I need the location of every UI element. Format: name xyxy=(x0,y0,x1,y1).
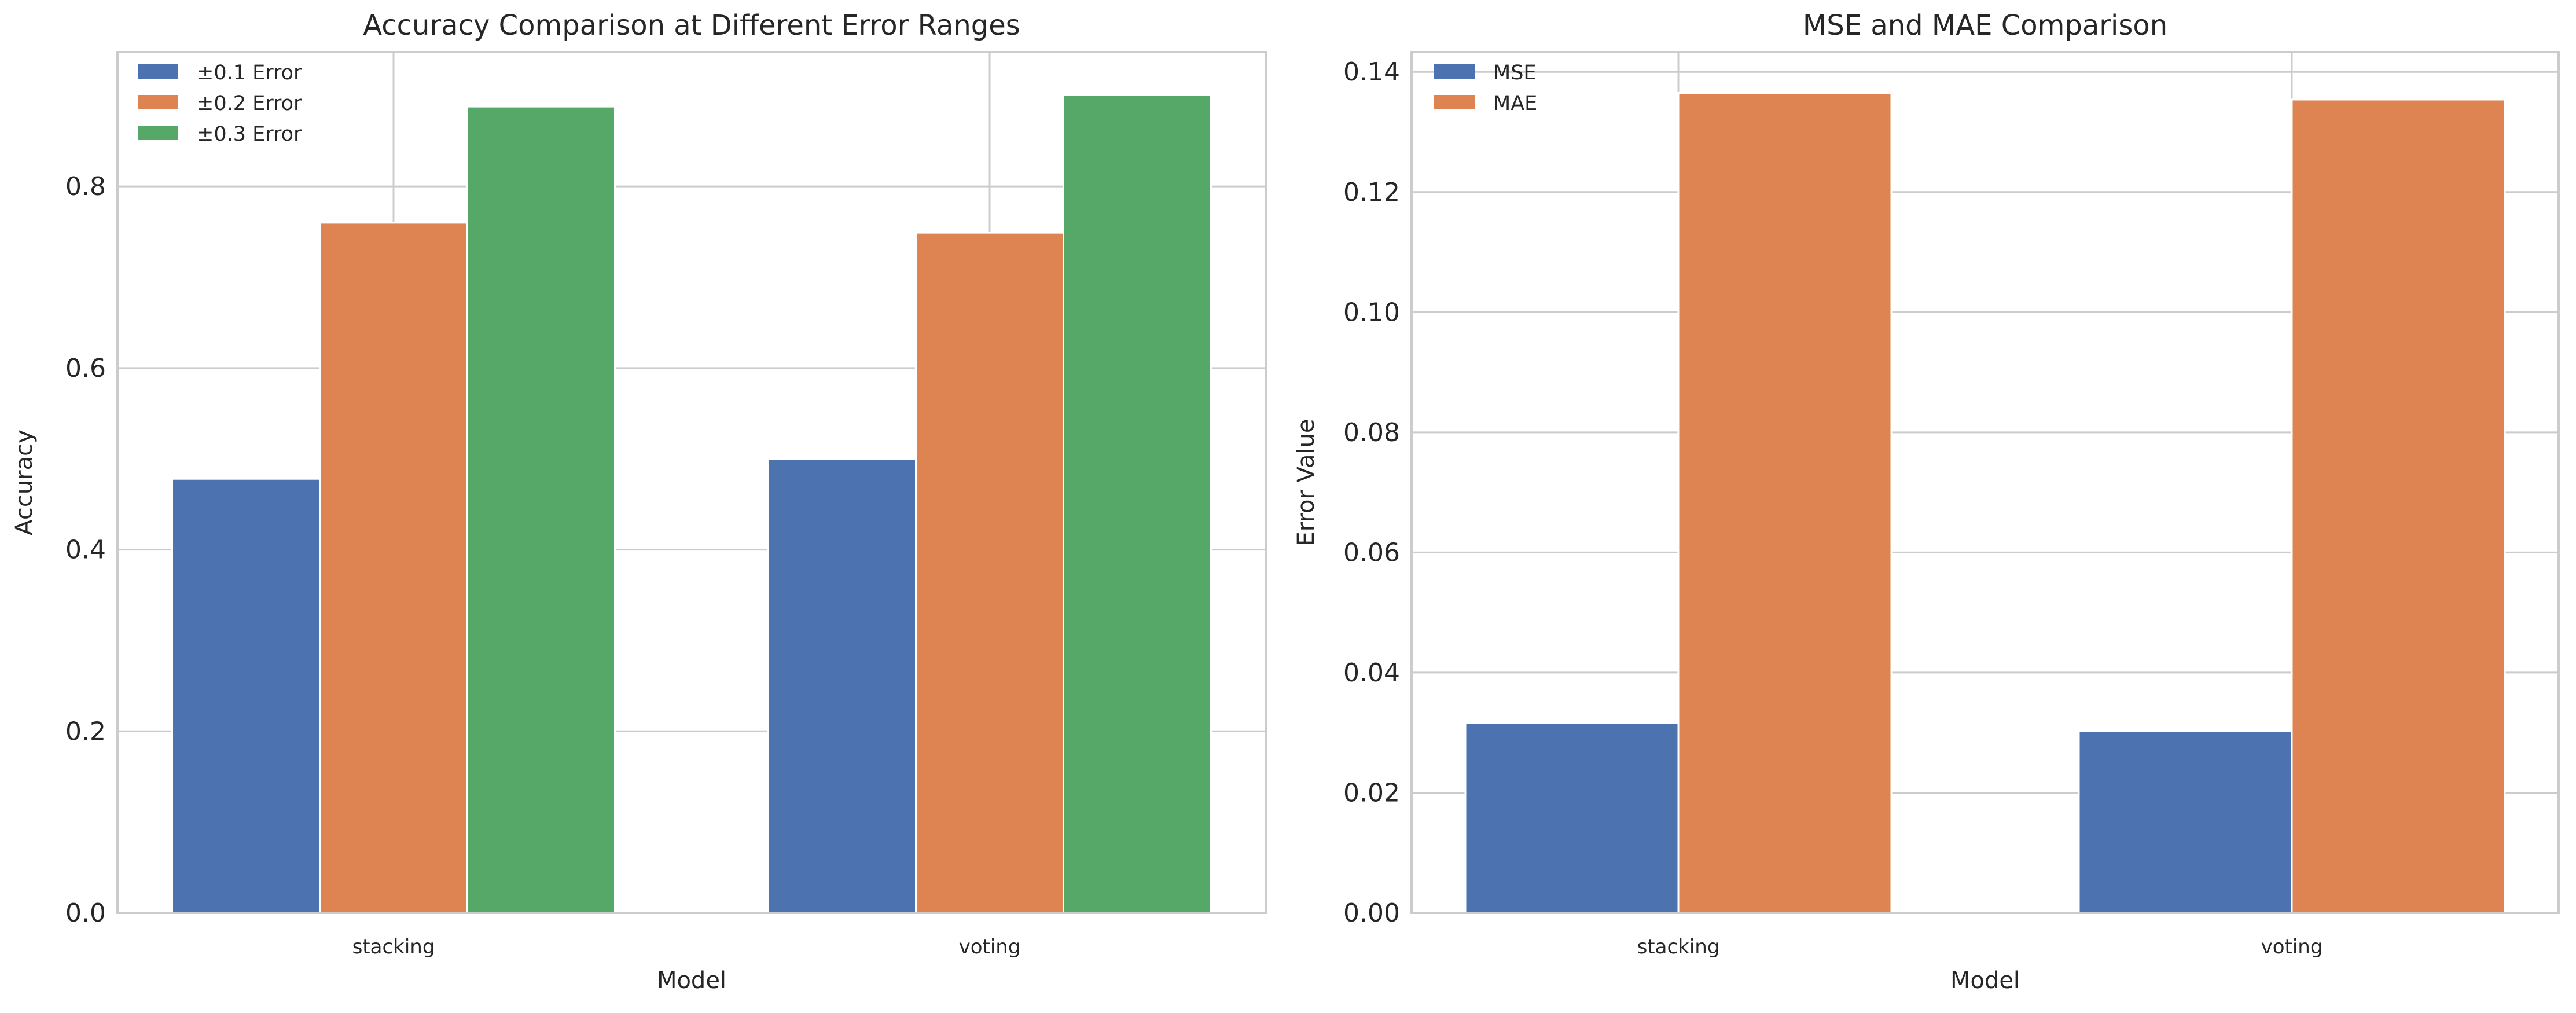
y-tick-label: 0.04 xyxy=(1343,658,1400,688)
y-tick-label: 0.08 xyxy=(1343,418,1400,447)
y-tick-label: 0.8 xyxy=(65,172,106,201)
bar-stacking-2 xyxy=(1677,92,1893,914)
legend-label: MSE xyxy=(1493,61,1537,85)
y-tick-label: 0.6 xyxy=(65,354,106,383)
bar-stacking-1 xyxy=(1464,722,1680,914)
y-tick-label: 0.12 xyxy=(1343,178,1400,207)
bar-stacking-3 xyxy=(466,105,616,914)
accuracy-chart: 0.0 0.2 0.4 0.6 0.8 stacking voting Accuracy Co… xyxy=(11,9,1267,994)
y-tick-label: 0.10 xyxy=(1343,298,1400,327)
y-axis-label: Accuracy xyxy=(11,430,38,535)
plot-frame xyxy=(1410,51,2560,914)
legend-label: ±0.2 Error xyxy=(197,92,302,115)
legend-label: MAE xyxy=(1493,92,1537,115)
bar-voting-1 xyxy=(2078,730,2293,914)
chart-title: Accuracy Comparison at Different Error R… xyxy=(363,9,1020,42)
y-tick-label: 0.14 xyxy=(1343,57,1400,87)
y-tick-label: 0.00 xyxy=(1343,898,1400,928)
legend: MSE MAE xyxy=(1434,61,1537,115)
bar-voting-2 xyxy=(915,232,1064,914)
error-chart: 0.00 0.02 0.04 0.06 0.08 0.10 0.12 0.14 stacking… xyxy=(1293,9,2560,994)
y-tick-label: 0.06 xyxy=(1343,538,1400,567)
bar-stacking-1 xyxy=(171,478,321,914)
x-tick-label: voting xyxy=(2261,935,2323,959)
x-axis-label: Model xyxy=(657,967,726,994)
y-tick-label: 0.02 xyxy=(1343,778,1400,808)
y-tick-label: 0.4 xyxy=(65,535,106,565)
bar-voting-2 xyxy=(2291,98,2506,914)
y-axis-label: Error Value xyxy=(1293,419,1320,546)
x-tick-label: stacking xyxy=(1637,935,1720,959)
bar-stacking-2 xyxy=(319,222,468,914)
plot-frame xyxy=(116,51,1267,914)
x-tick-label: stacking xyxy=(352,935,435,959)
bar-voting-1 xyxy=(767,458,917,914)
chart-title: MSE and MAE Comparison xyxy=(1803,9,2167,42)
legend-label: ±0.1 Error xyxy=(197,61,302,85)
y-tick-label: 0.2 xyxy=(65,717,106,746)
legend-swatch xyxy=(1434,64,1475,79)
legend-swatch xyxy=(138,126,178,140)
bar-voting-3 xyxy=(1063,94,1212,914)
legend-swatch xyxy=(138,95,178,109)
legend-label: ±0.3 Error xyxy=(197,123,302,146)
legend-swatch xyxy=(1434,95,1475,109)
x-tick-label: voting xyxy=(959,935,1021,959)
legend: ±0.1 Error ±0.2 Error ±0.3 Error xyxy=(138,61,302,146)
x-axis-label: Model xyxy=(1950,967,2020,994)
y-tick-label: 0.0 xyxy=(65,898,106,928)
legend-swatch xyxy=(138,64,178,79)
